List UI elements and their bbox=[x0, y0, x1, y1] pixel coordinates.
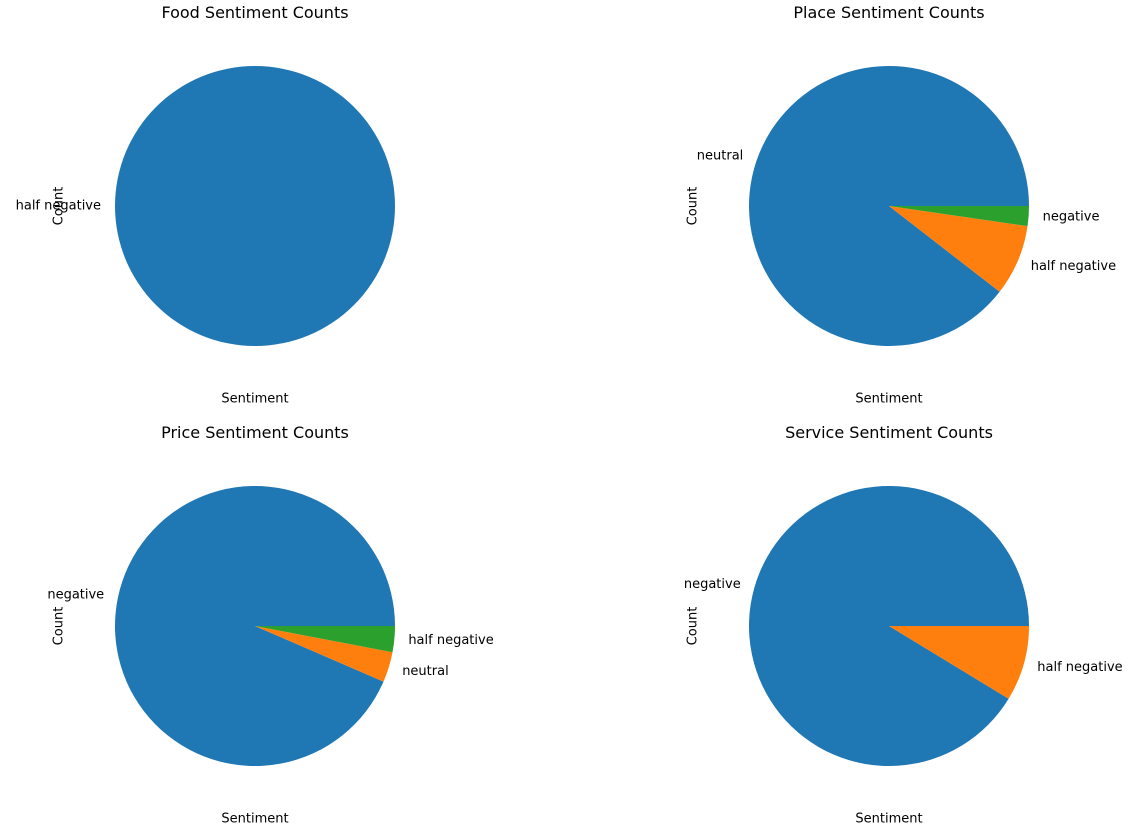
chart-title: Food Sentiment Counts bbox=[161, 3, 348, 22]
y-axis-label: Count bbox=[52, 607, 67, 646]
slice-label: half negative bbox=[1031, 259, 1116, 274]
pie-slice bbox=[255, 626, 393, 682]
chart-title: Place Sentiment Counts bbox=[793, 3, 984, 22]
pie-chart: neutral half negative negative Place Sentim… bbox=[686, 3, 1117, 407]
slice-label: negative bbox=[47, 587, 104, 602]
slice-label: neutral bbox=[697, 149, 744, 164]
x-axis-label: Sentiment bbox=[221, 392, 288, 407]
pie-slice bbox=[115, 66, 395, 346]
y-axis-label: Count bbox=[686, 607, 701, 646]
pie-slice bbox=[115, 486, 396, 767]
slice-label: half negative bbox=[16, 199, 101, 214]
chart-title: Service Sentiment Counts bbox=[785, 423, 993, 442]
pie-chart: half negative Food Sentiment Counts Sentim… bbox=[16, 3, 395, 407]
y-axis-label: Count bbox=[686, 187, 701, 226]
x-axis-label: Sentiment bbox=[855, 392, 922, 407]
pie-chart: negative neutral half negative Price Sentim… bbox=[47, 423, 493, 827]
pie-slice bbox=[889, 626, 1029, 699]
slice-label: negative bbox=[684, 577, 741, 592]
slice-label: half negative bbox=[1037, 660, 1122, 675]
pie-slice bbox=[889, 206, 1029, 227]
slice-label: half negative bbox=[408, 633, 493, 648]
slice-label: negative bbox=[1043, 210, 1100, 225]
pie-slice bbox=[748, 65, 1029, 346]
y-axis-label: Count bbox=[52, 187, 67, 226]
pie-slice bbox=[255, 626, 395, 653]
pie-chart: negative half negative Service Sentiment C… bbox=[684, 423, 1123, 827]
x-axis-label: Sentiment bbox=[221, 812, 288, 827]
pie-slice bbox=[889, 206, 1028, 292]
chart-title: Price Sentiment Counts bbox=[161, 423, 349, 442]
x-axis-label: Sentiment bbox=[855, 812, 922, 827]
slice-label: neutral bbox=[402, 664, 449, 679]
